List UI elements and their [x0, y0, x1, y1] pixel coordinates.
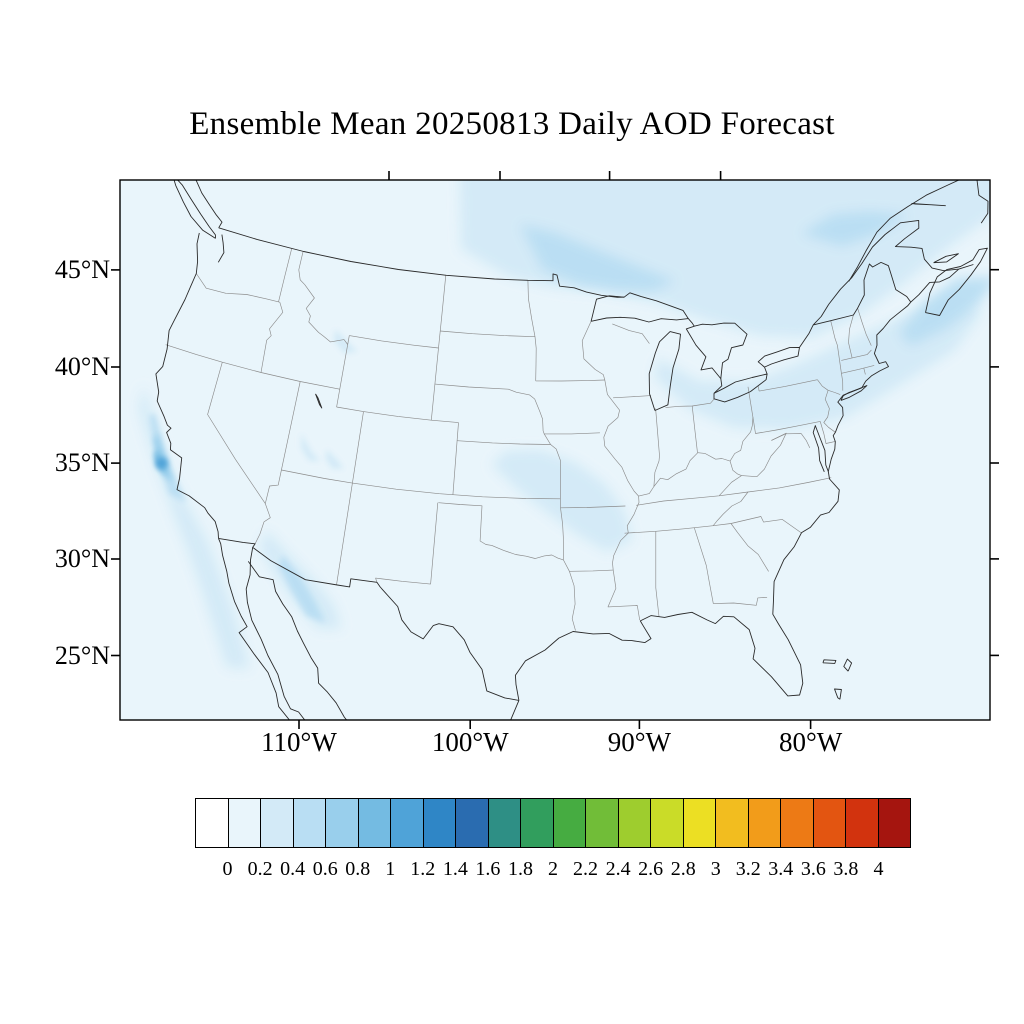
- colorbar-tick-label: 0: [222, 858, 233, 880]
- colorbar-tick-label: 3.2: [735, 858, 761, 880]
- colorbar-tick-label: 3.6: [800, 858, 826, 880]
- colorbar-cell: [716, 799, 749, 847]
- colorbar-tick-label: 1.2: [410, 858, 436, 880]
- colorbar-tick-label: 0.2: [247, 858, 273, 880]
- colorbar-cell: [391, 799, 424, 847]
- colorbar-tick-label: 4: [873, 858, 884, 880]
- aod-field-layer: [138, 180, 990, 669]
- colorbar-cell: [456, 799, 489, 847]
- colorbar-cell: [618, 799, 651, 847]
- colorbar-cell: [293, 799, 326, 847]
- colorbar-cell: [683, 799, 716, 847]
- colorbar-cell: [586, 799, 619, 847]
- x-tick-label: 90°W: [607, 727, 672, 757]
- colorbar-tick-label: 3.4: [768, 858, 794, 880]
- colorbar-tick-label: 1.6: [475, 858, 501, 880]
- colorbar-tick-label: 2.6: [638, 858, 664, 880]
- colorbar-cell: [521, 799, 554, 847]
- colorbar-cell: [228, 799, 261, 847]
- colorbar-tick-label: 1.8: [508, 858, 533, 880]
- x-tick-label: 100°W: [431, 727, 509, 757]
- colorbar-cell: [878, 799, 910, 847]
- map-plot: [110, 170, 1000, 730]
- colorbar-cell: [326, 799, 359, 847]
- x-tick-label: 110°W: [261, 727, 337, 757]
- y-tick-label: 30°N: [54, 543, 110, 573]
- y-tick-label: 40°N: [54, 352, 110, 382]
- y-tick-label: 35°N: [54, 448, 110, 478]
- colorbar-cell: [261, 799, 294, 847]
- colorbar-tick-label: 2: [548, 858, 558, 880]
- figure-title: Ensemble Mean 20250813 Daily AOD Forecas…: [189, 106, 835, 142]
- colorbar-cell: [423, 799, 456, 847]
- colorbar-cell: [748, 799, 781, 847]
- colorbar-tick-label: 3: [710, 858, 721, 880]
- colorbar-tick-label: 3.8: [833, 858, 859, 880]
- colorbar-tick-label: 2.4: [605, 858, 631, 880]
- colorbar-tick-label: 1: [385, 858, 396, 880]
- plot-frame: [119, 179, 991, 721]
- y-tick-label: 45°N: [54, 254, 110, 284]
- colorbar-tick-labels: 0 0.2 0.4 0.6 0.8 1 1.2 1.4 1.6 1.8 2 2.2 2.4 2.6 2.8 3…: [195, 857, 911, 883]
- axis-ticks: [111, 171, 999, 729]
- colorbar-tick-label: 1.4: [442, 858, 468, 880]
- colorbar-tick-label: 2.8: [670, 858, 696, 880]
- coastline-layer: [155, 180, 989, 720]
- colorbar-tick-label: 0.4: [280, 858, 306, 880]
- colorbar-cell: [781, 799, 814, 847]
- colorbar-cell: [358, 799, 391, 847]
- state-borders-layer: [165, 248, 875, 631]
- colorbar-cell: [553, 799, 586, 847]
- colorbar-cell: [813, 799, 846, 847]
- map-canvas: [111, 171, 999, 729]
- colorbar-tick-label: 2.2: [573, 858, 598, 880]
- colorbar: [195, 798, 911, 848]
- colorbar-tick-label: 0.6: [312, 858, 338, 880]
- colorbar-cell: [651, 799, 684, 847]
- x-tick-label: 80°W: [778, 727, 843, 757]
- colorbar-tick-label: 0.8: [345, 858, 371, 880]
- colorbar-cell: [846, 799, 879, 847]
- colorbar-cell: [488, 799, 521, 847]
- y-tick-label: 25°N: [54, 640, 110, 670]
- colorbar-cell: [196, 799, 229, 847]
